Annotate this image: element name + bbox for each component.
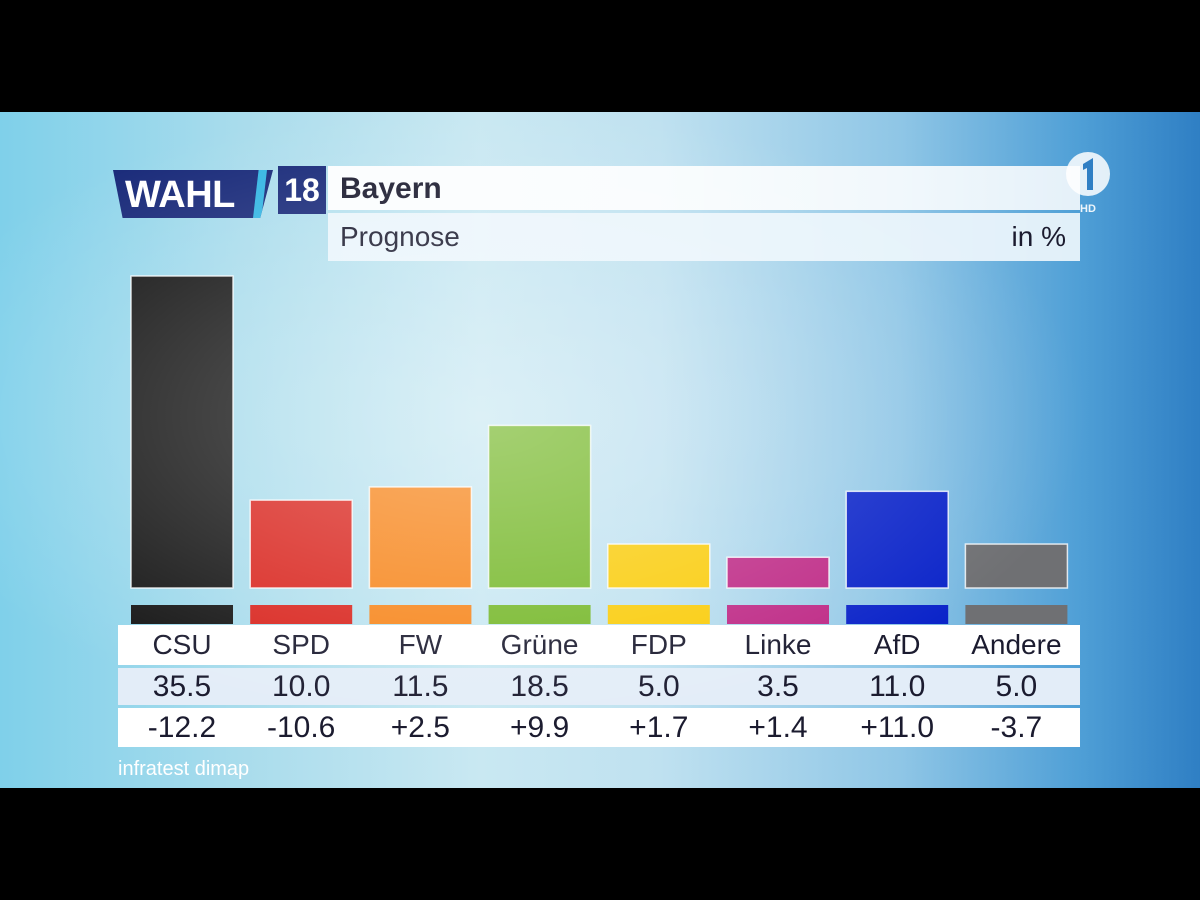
bar-gruene [487,424,592,589]
value-label-gruene: 18.5 [510,670,569,703]
color-strip-fdp [607,605,710,624]
category-label-csu: CSU [152,629,212,660]
unit-label: in % [1011,221,1066,252]
wahl-logo-word: WAHL [125,174,235,216]
wahl-year: 18 [278,166,326,214]
diff-label-fdp: +1.7 [629,711,689,744]
color-strip-linke [727,605,829,624]
wahl-logo: WAHL [113,170,273,218]
diff-label-spd: -10.6 [266,711,336,744]
diff-label-gruene: +9.9 [509,711,570,744]
color-strip-gruene [488,605,591,624]
color-strip-andere [965,605,1068,624]
subtitle: Prognose [340,221,460,252]
category-label-afd: AfD [873,629,921,660]
color-strip-fw [369,605,472,624]
category-label-fw: FW [398,629,443,660]
page-title: Bayern [340,172,442,205]
letterbox-top [0,0,1200,112]
bar-chart [130,275,1069,624]
value-label-fw: 11.5 [392,670,449,703]
bar-andere [964,543,1069,589]
value-label-spd: 10.0 [271,670,331,703]
value-label-csu: 35.5 [152,670,212,703]
bar-fw [368,486,473,589]
bar-csu [130,275,234,589]
party-diffs-row: -12.2 -10.6 +2.5 +9.9 +1.7 +1.4 +11.0 -3.7 [118,708,1080,747]
diff-label-csu: -12.2 [147,711,217,744]
value-label-andere: 5.0 [995,670,1038,703]
value-label-linke: 3.5 [757,670,799,703]
bar-spd [249,499,353,589]
category-label-andere: Andere [971,629,1062,660]
hd-badge: HD [1080,203,1096,215]
subtitle-bar: Prognose in % [328,213,1080,261]
value-label-afd: 11.0 [869,670,926,703]
category-label-linke: Linke [744,629,812,660]
party-names-row: CSU SPD FW Grüne FDP Linke AfD Andere [118,625,1080,665]
diff-label-fw: +2.5 [390,711,450,744]
title-bar: Bayern [328,166,1080,210]
bar-linke [726,556,830,589]
bar-afd [845,490,949,589]
diff-label-afd: +11.0 [860,711,935,744]
category-label-fdp: FDP [630,629,687,660]
color-strip-afd [846,605,949,624]
category-label-gruene: Grüne [500,629,579,660]
diff-label-andere: -3.7 [990,711,1043,744]
bar-fdp [607,543,711,589]
value-label-fdp: 5.0 [637,670,680,703]
letterbox-bottom [0,788,1200,900]
color-strip-spd [250,605,353,624]
tv-screen: WAHL 18 Bayern Prognose in % HD CSU SPD FW… [0,112,1200,788]
color-strip-csu [131,605,233,624]
source-label: infratest dimap [118,758,250,780]
results-table: CSU SPD FW Grüne FDP Linke AfD Andere 35.5 10.0 1… [118,625,1080,747]
category-label-spd: SPD [272,629,330,660]
party-values-row: 35.5 10.0 11.5 18.5 5.0 3.5 11.0 5.0 [118,668,1080,705]
diff-label-linke: +1.4 [748,711,808,744]
ard-one-icon: HD [1066,152,1110,215]
